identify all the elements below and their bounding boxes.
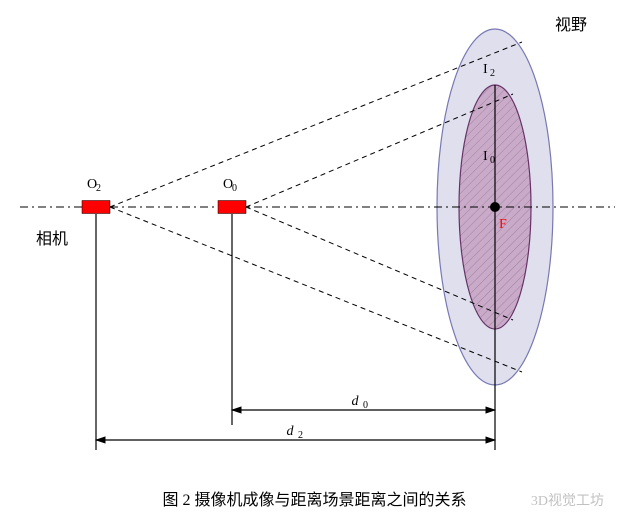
svg-text:2: 2 — [298, 430, 303, 441]
svg-text:相机: 相机 — [36, 230, 68, 248]
svg-text:d: d — [287, 424, 295, 439]
svg-text:0: 0 — [232, 183, 237, 194]
svg-text:F: F — [499, 217, 507, 232]
svg-text:2: 2 — [96, 183, 101, 194]
svg-text:d: d — [352, 394, 360, 409]
svg-text:0: 0 — [363, 400, 368, 411]
svg-text:I: I — [483, 62, 488, 77]
svg-text:I: I — [483, 149, 488, 164]
diagram-svg: O2O0FI2I0相机视野d0d2 — [0, 0, 629, 490]
svg-text:0: 0 — [490, 155, 495, 166]
svg-text:视野: 视野 — [555, 16, 587, 34]
svg-text:2: 2 — [490, 68, 495, 79]
watermark: 3D视觉工坊 — [531, 490, 604, 510]
diagram-container: O2O0FI2I0相机视野d0d2 图 2 摄像机成像与距离场景距离之间的关系 … — [0, 0, 629, 525]
